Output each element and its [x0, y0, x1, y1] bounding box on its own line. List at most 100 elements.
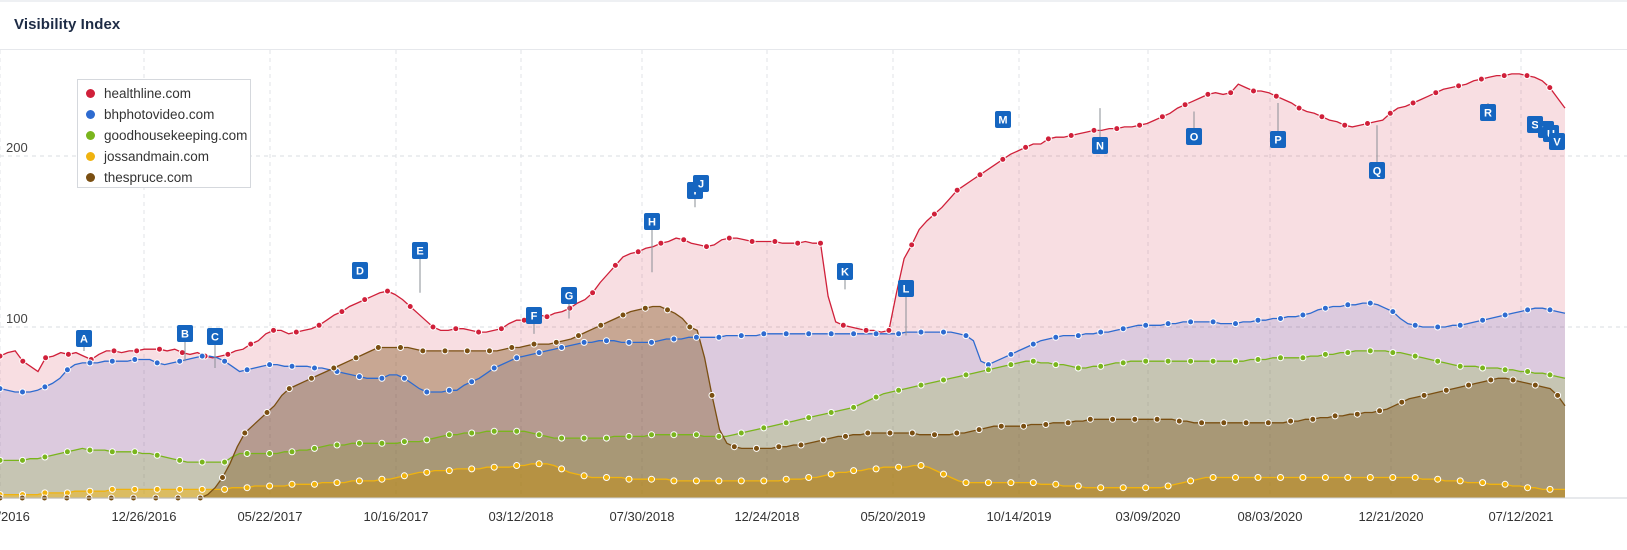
data-point	[619, 311, 627, 319]
series-area-1	[0, 303, 1565, 498]
annotation-marker[interactable]: O	[1186, 128, 1202, 145]
data-point	[288, 448, 296, 456]
annotation-label: Q	[1373, 166, 1382, 178]
data-point	[1309, 415, 1317, 423]
data-point	[1044, 135, 1052, 143]
data-point	[153, 359, 161, 367]
series-area-3	[0, 463, 1565, 498]
annotation-marker[interactable]: J	[693, 175, 709, 192]
x-tick-label: 03/12/2018	[488, 509, 553, 524]
data-point	[962, 371, 970, 379]
legend-item[interactable]: thespruce.com	[82, 167, 250, 188]
data-point	[270, 326, 277, 334]
data-point	[176, 456, 184, 464]
data-point	[535, 431, 543, 439]
data-point	[737, 477, 745, 485]
data-point	[64, 350, 72, 358]
annotation-marker[interactable]: C	[207, 328, 223, 345]
annotation-marker[interactable]: B	[177, 325, 193, 342]
data-point	[1434, 357, 1442, 365]
data-point	[1456, 477, 1464, 485]
data-point	[445, 467, 453, 475]
series-area-2	[0, 350, 1565, 498]
annotation-marker[interactable]: V	[1549, 133, 1565, 150]
annotation-marker[interactable]: P	[1270, 131, 1286, 148]
annotation-marker[interactable]: L	[898, 280, 914, 297]
data-point	[1501, 366, 1509, 374]
annotation-marker[interactable]: K	[837, 263, 853, 280]
data-point	[266, 482, 274, 490]
data-point	[1299, 354, 1307, 362]
data-point	[0, 385, 4, 393]
annotation-badge	[526, 307, 542, 324]
data-point	[1250, 87, 1257, 95]
data-point	[686, 323, 694, 331]
annotation-marker[interactable]: D	[352, 262, 368, 279]
annotation-marker[interactable]: E	[412, 242, 428, 259]
data-point	[423, 468, 431, 476]
annotation-markers: ABCDEFGHIJKLMNOPQRSTUV	[76, 102, 1565, 369]
annotation-label: K	[841, 267, 849, 279]
data-point	[1181, 101, 1189, 109]
data-point	[178, 349, 186, 357]
data-point	[288, 362, 296, 370]
data-point	[110, 347, 118, 355]
data-point	[1119, 484, 1127, 492]
data-point	[842, 432, 849, 440]
data-point	[108, 485, 116, 493]
data-point	[930, 210, 938, 218]
annotation-marker[interactable]: A	[76, 330, 92, 347]
legend-item[interactable]: healthline.com	[82, 83, 250, 104]
data-point	[1546, 371, 1554, 379]
data-point	[999, 155, 1007, 163]
data-point	[445, 431, 453, 439]
data-point	[198, 352, 206, 360]
data-point	[917, 462, 925, 469]
axes: 100 200 6/2016 12/26/2016 05/22/2017 10/16/20…	[0, 140, 1627, 524]
annotation-marker[interactable]: Q	[1369, 162, 1385, 179]
data-point	[782, 419, 790, 427]
legend-item[interactable]: jossandmain.com	[82, 146, 250, 167]
annotation-marker[interactable]: H	[644, 213, 660, 230]
annotation-marker[interactable]: G	[561, 287, 577, 304]
annotation-marker[interactable]: R	[1480, 104, 1496, 121]
data-point	[575, 332, 582, 340]
x-tick-label: 12/21/2020	[1358, 509, 1423, 524]
data-point	[715, 432, 723, 440]
data-point	[648, 431, 655, 439]
data-point	[895, 463, 903, 471]
annotation-marker[interactable]: N	[1092, 137, 1108, 154]
data-point	[241, 429, 249, 437]
data-point	[508, 344, 516, 351]
data-point	[850, 330, 858, 338]
annotation-marker[interactable]: F	[526, 307, 542, 324]
annotation-label: P	[1274, 135, 1281, 147]
data-point	[597, 321, 605, 329]
annotation-badge	[1186, 128, 1202, 145]
annotation-marker[interactable]: M	[995, 111, 1011, 128]
data-point	[1007, 361, 1015, 369]
legend-item[interactable]: goodhousekeeping.com	[82, 125, 250, 146]
annotation-label: F	[531, 311, 538, 323]
x-tick-label: 07/12/2021	[1488, 509, 1553, 524]
data-point	[850, 467, 858, 475]
data-point	[1029, 479, 1037, 487]
data-point	[441, 347, 449, 355]
data-point	[1029, 357, 1037, 365]
data-point	[1386, 109, 1394, 117]
data-point	[535, 460, 543, 468]
data-point	[1501, 311, 1509, 319]
data-point	[1465, 381, 1473, 389]
annotation-badge	[352, 262, 368, 279]
data-point	[361, 296, 369, 304]
data-point	[1097, 484, 1105, 492]
data-point	[1364, 120, 1371, 127]
data-point	[86, 446, 94, 454]
data-point	[1164, 320, 1172, 328]
data-point	[1097, 362, 1105, 370]
annotation-badge	[177, 325, 193, 342]
data-point	[603, 337, 610, 345]
legend-item[interactable]: bhphotovideo.com	[82, 104, 250, 125]
data-point	[176, 485, 184, 493]
data-point	[397, 344, 404, 351]
